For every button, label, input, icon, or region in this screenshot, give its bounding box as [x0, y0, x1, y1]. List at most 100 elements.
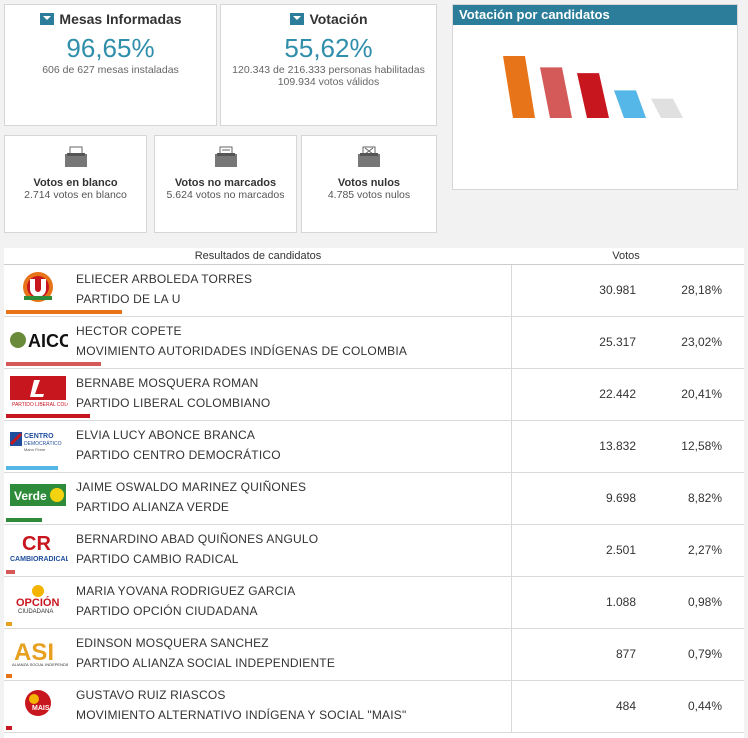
column-divider [511, 421, 512, 472]
ballot-box-icon [358, 146, 380, 167]
vote-count: 13.832 [599, 439, 636, 453]
table-row: MAIS GUSTAVO RUIZ RIASCOS MOVIMIENTO ALTER… [4, 681, 744, 733]
vote-percentage: 28,18% [681, 283, 722, 297]
vote-percentage: 0,44% [687, 699, 722, 713]
votos-no-marcados-detail: 5.624 votos no marcados [166, 189, 285, 201]
party-name: PARTIDO CENTRO DEMOCRÁTICO [76, 448, 281, 462]
votos-nulos-title: Votos nulos [337, 177, 401, 189]
table-row: Verde JAIME OSWALDO MARINEZ QUIÑONES PARTI… [4, 473, 744, 525]
votacion-candidatos-panel: Votación por candidatos [452, 4, 738, 190]
column-divider [511, 473, 512, 524]
mesas-informadas-card: Mesas Informadas 96,65% 606 de 627 mesas… [4, 4, 217, 126]
vote-percentage: 2,27% [687, 543, 722, 557]
votacion-detail-habilitadas: 120.343 de 216.333 personas habilitadas [232, 64, 425, 76]
party-name: PARTIDO ALIANZA VERDE [76, 500, 230, 514]
share-bar [6, 362, 101, 366]
vote-count: 484 [615, 699, 636, 713]
column-divider [511, 525, 512, 576]
candidate-name: BERNABE MOSQUERA ROMAN [76, 376, 259, 390]
candidates-bar-chart [503, 56, 683, 118]
mesas-title: Mesas Informadas [59, 11, 182, 27]
table-row: CR CAMBIORADICAL BERNARDINO ABAD QUIÑONES … [4, 525, 744, 577]
table-row: CENTRO DEMOCRÁTICO Mano Firme ELVIA LUCY AB… [4, 421, 744, 473]
candidate-name: BERNARDINO ABAD QUIÑONES ANGULO [76, 532, 319, 546]
header-candidates: Resultados de candidatos [194, 250, 322, 262]
svg-text:ALIANZA SOCIAL INDEPENDIENTE: ALIANZA SOCIAL INDEPENDIENTE [12, 662, 68, 667]
mesas-detail: 606 de 627 mesas instaladas [42, 64, 179, 76]
aico-logo: AICO [8, 321, 68, 357]
party-name: PARTIDO CAMBIO RADICAL [76, 552, 239, 566]
table-row: OPCIÓN CIUDADANA MARIA YOVANA RODRIGUEZ GA… [4, 577, 744, 629]
candidate-name: EDINSON MOSQUERA SANCHEZ [76, 636, 269, 650]
vote-count: 9.698 [605, 491, 636, 505]
ballot-box-icon [64, 146, 87, 167]
chart-bar [614, 90, 646, 118]
share-bar [6, 622, 12, 626]
share-bar [6, 518, 43, 522]
votos-nulos-detail: 4.785 votos nulos [327, 189, 411, 201]
share-bar [6, 726, 12, 730]
vote-percentage: 23,02% [681, 335, 722, 349]
chart-bar [577, 73, 609, 118]
table-header: Resultados de candidatos Votos [4, 248, 744, 265]
svg-text:Mano Firme: Mano Firme [24, 447, 46, 452]
column-divider [511, 265, 512, 316]
candidate-name: ELIECER ARBOLEDA TORRES [76, 272, 253, 286]
u-logo [8, 269, 68, 305]
share-bar [6, 310, 122, 314]
svg-text:ASI: ASI [14, 639, 54, 666]
party-name: PARTIDO LIBERAL COLOMBIANO [76, 396, 271, 410]
candidate-name: GUSTAVO RUIZ RIASCOS [76, 688, 226, 702]
results-table: Resultados de candidatos Votos ELIECER A… [4, 248, 744, 738]
svg-text:DEMOCRÁTICO: DEMOCRÁTICO [24, 440, 62, 447]
party-name: PARTIDO ALIANZA SOCIAL INDEPENDIENTE [76, 656, 336, 670]
chart-bar [651, 98, 683, 118]
votos-no-marcados-card: Votos no marcados 5.624 votos no marcado… [154, 135, 297, 233]
votos-blanco-title: Votos en blanco [33, 177, 118, 189]
svg-text:MAIS: MAIS [32, 705, 50, 712]
party-name: PARTIDO DE LA U [76, 292, 181, 306]
vote-count: 1.088 [605, 595, 636, 609]
share-bar [6, 674, 12, 678]
candidate-name: HECTOR COPETE [76, 324, 182, 338]
chart-bar [503, 56, 535, 118]
chart-title: Votación por candidatos [453, 5, 737, 25]
svg-text:CR: CR [22, 533, 51, 555]
vote-percentage: 0,79% [687, 647, 722, 661]
vote-count: 2.501 [605, 543, 636, 557]
table-body: ELIECER ARBOLEDA TORRES PARTIDO DE LA U 30… [4, 265, 744, 733]
column-divider [511, 369, 512, 420]
column-divider [511, 629, 512, 680]
flag-icon [290, 13, 305, 25]
column-divider [511, 681, 512, 732]
votacion-title: Votación [309, 11, 368, 27]
votos-no-marcados-title: Votos no marcados [174, 177, 277, 189]
centro-democratico-logo: CENTRO DEMOCRÁTICO Mano Firme [8, 425, 68, 461]
svg-text:CENTRO: CENTRO [24, 433, 54, 440]
votos-nulos-card: Votos nulos 4.785 votos nulos [301, 135, 437, 233]
votacion-percentage: 55,62% [284, 33, 373, 63]
share-bar [6, 570, 16, 574]
share-bar [6, 466, 58, 470]
votos-blanco-detail: 2.714 votos en blanco [24, 189, 127, 201]
candidate-name: MARIA YOVANA RODRIGUEZ GARCIA [76, 584, 296, 598]
svg-text:CAMBIORADICAL: CAMBIORADICAL [10, 556, 68, 563]
mais-logo: MAIS [8, 685, 68, 721]
vote-count: 22.442 [599, 387, 636, 401]
vote-percentage: 0,98% [687, 595, 722, 609]
chart-bar [540, 67, 572, 118]
votacion-detail-validos: 109.934 votos válidos [277, 76, 380, 88]
flag-icon [40, 13, 55, 25]
candidate-name: JAIME OSWALDO MARINEZ QUIÑONES [76, 480, 307, 494]
votos-blanco-card: Votos en blanco 2.714 votos en blanco [4, 135, 147, 233]
party-name: MOVIMIENTO AUTORIDADES INDÍGENAS DE COLO… [76, 344, 408, 358]
svg-text:PARTIDO LIBERAL COLOMBIANO: PARTIDO LIBERAL COLOMBIANO [12, 402, 68, 408]
liberal-logo: PARTIDO LIBERAL COLOMBIANO [8, 373, 68, 409]
alianza-verde-logo: Verde [8, 477, 68, 513]
candidate-name: ELVIA LUCY ABONCE BRANCA [76, 428, 256, 442]
opcion-ciudadana-logo: OPCIÓN CIUDADANA [8, 581, 68, 617]
svg-text:CIUDADANA: CIUDADANA [18, 609, 53, 615]
column-divider [511, 317, 512, 368]
